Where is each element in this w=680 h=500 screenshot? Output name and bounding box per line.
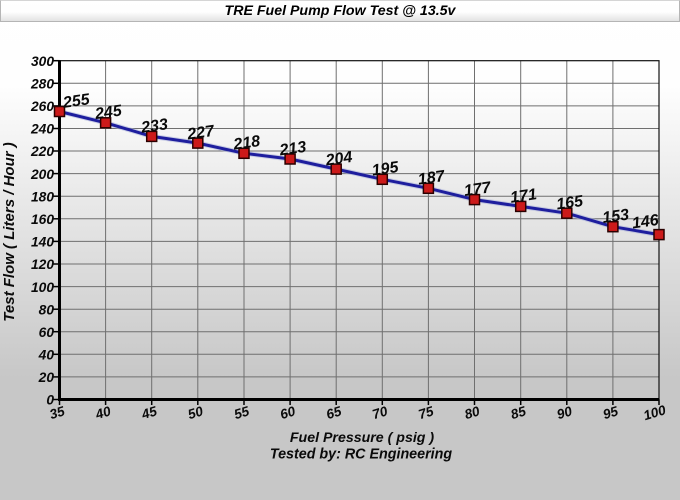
svg-text:146: 146	[631, 212, 660, 233]
svg-text:80: 80	[39, 302, 55, 317]
svg-text:95: 95	[601, 403, 620, 422]
svg-text:240: 240	[30, 122, 54, 137]
svg-text:177: 177	[463, 179, 493, 200]
svg-text:60: 60	[278, 403, 297, 422]
svg-text:160: 160	[31, 212, 54, 227]
svg-text:50: 50	[186, 403, 205, 422]
svg-text:255: 255	[61, 91, 92, 112]
svg-text:70: 70	[371, 403, 390, 422]
svg-text:0: 0	[46, 393, 54, 408]
svg-text:Test Flow ( Liters / Hour ): Test Flow ( Liters / Hour )	[1, 142, 18, 321]
svg-text:90: 90	[555, 403, 574, 422]
svg-text:213: 213	[278, 139, 308, 160]
svg-text:100: 100	[642, 402, 668, 423]
svg-text:165: 165	[555, 193, 585, 214]
svg-text:100: 100	[31, 280, 54, 295]
svg-text:75: 75	[417, 403, 436, 422]
svg-text:280: 280	[30, 77, 54, 92]
svg-text:300: 300	[31, 54, 54, 69]
svg-text:120: 120	[31, 257, 54, 272]
svg-text:60: 60	[39, 325, 55, 340]
svg-text:195: 195	[371, 159, 401, 180]
svg-text:140: 140	[31, 235, 54, 250]
svg-text:171: 171	[509, 186, 538, 207]
svg-text:Tested by: RC Engineering: Tested by: RC Engineering	[270, 447, 452, 463]
svg-text:204: 204	[324, 149, 354, 170]
svg-text:65: 65	[324, 403, 343, 422]
svg-text:187: 187	[417, 168, 447, 189]
svg-text:85: 85	[509, 403, 528, 422]
svg-text:233: 233	[139, 116, 169, 137]
svg-text:35: 35	[48, 403, 67, 422]
svg-text:45: 45	[139, 403, 159, 422]
svg-text:40: 40	[38, 348, 55, 363]
svg-text:218: 218	[231, 133, 261, 154]
svg-text:227: 227	[185, 123, 216, 144]
svg-text:Fuel Pressure ( psig ): Fuel Pressure ( psig )	[290, 430, 435, 446]
svg-text:180: 180	[31, 189, 54, 204]
svg-text:153: 153	[601, 206, 630, 227]
svg-text:80: 80	[463, 403, 482, 422]
svg-text:40: 40	[93, 403, 113, 422]
svg-text:245: 245	[93, 102, 124, 123]
svg-text:220: 220	[30, 144, 54, 159]
svg-text:55: 55	[232, 403, 251, 422]
svg-text:20: 20	[38, 370, 55, 385]
svg-text:260: 260	[30, 99, 54, 114]
svg-text:200: 200	[30, 167, 54, 182]
